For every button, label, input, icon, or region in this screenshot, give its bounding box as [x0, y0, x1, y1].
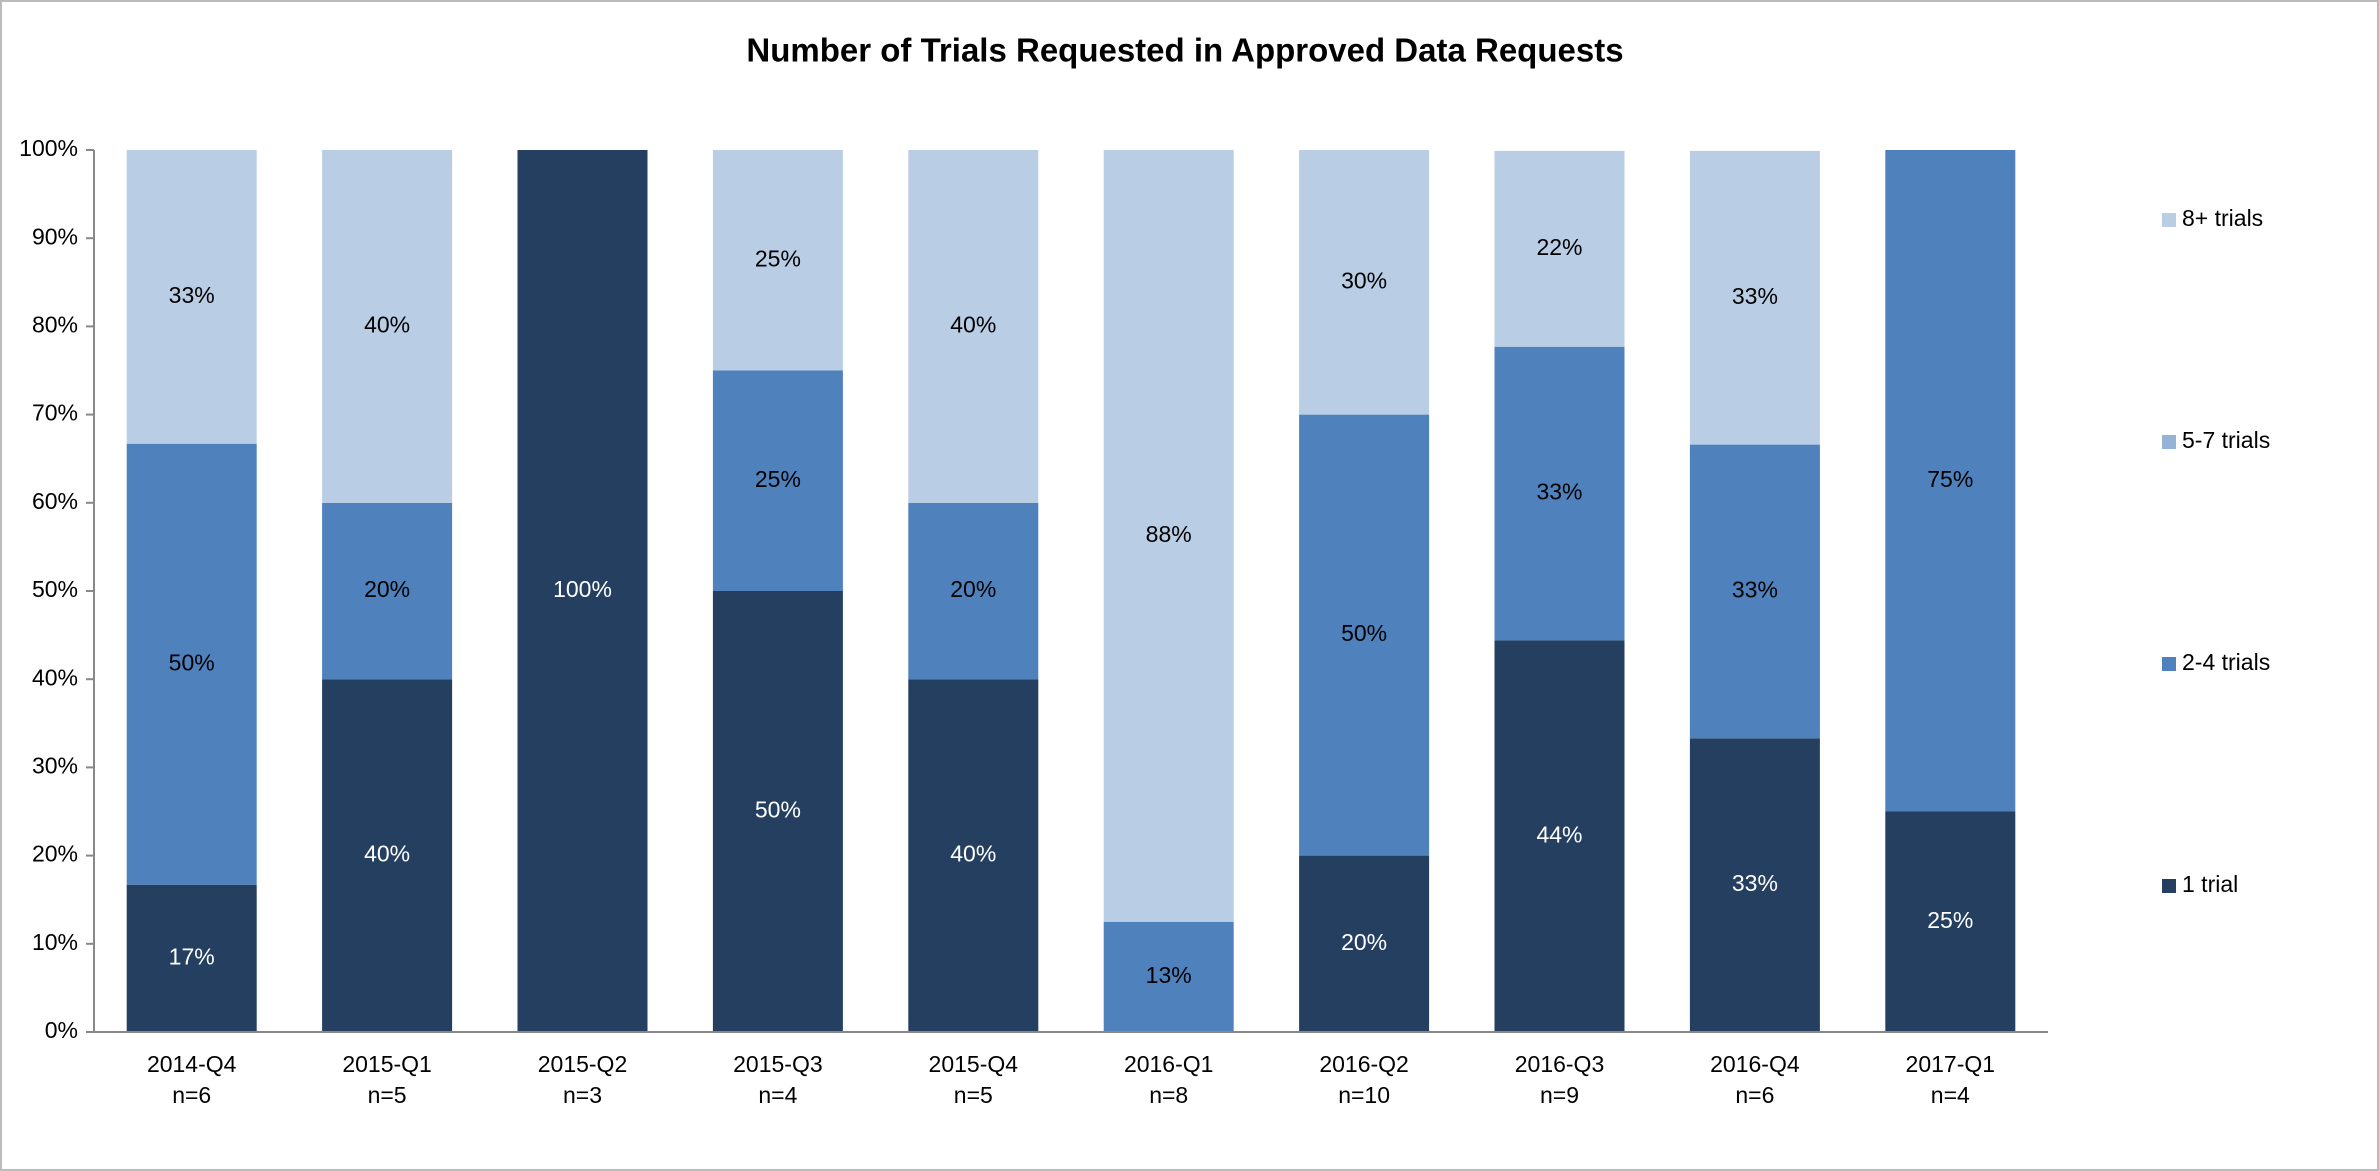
- x-tick-sublabel: n=5: [954, 1082, 993, 1108]
- data-label: 33%: [1732, 283, 1778, 309]
- y-tick-label: 90%: [32, 223, 78, 249]
- bar-segment: [322, 150, 453, 503]
- data-label: 50%: [755, 797, 801, 823]
- x-tick-sublabel: n=3: [563, 1082, 602, 1108]
- legend-label: 5-7 trials: [2182, 427, 2270, 453]
- bar-segment: [1494, 150, 1625, 347]
- bar-segment: [1689, 738, 1820, 1032]
- chart-title: Number of Trials Requested in Approved D…: [746, 32, 1623, 69]
- data-label: 44%: [1536, 821, 1582, 847]
- data-label: 22%: [1536, 234, 1582, 260]
- data-label: 50%: [1341, 620, 1387, 646]
- data-label: 88%: [1146, 521, 1192, 547]
- bar-segment: [1885, 150, 2016, 812]
- data-label: 25%: [1927, 907, 1973, 933]
- x-tick-sublabel: n=4: [1931, 1082, 1970, 1108]
- x-tick-sublabel: n=6: [1735, 1082, 1774, 1108]
- data-label: 75%: [1927, 466, 1973, 492]
- data-label: 50%: [169, 649, 215, 675]
- x-tick-label: 2015-Q2: [538, 1051, 628, 1077]
- bar-segment: [908, 679, 1039, 1032]
- x-tick-label: 2016-Q4: [1710, 1051, 1800, 1077]
- x-tick-label: 2015-Q3: [733, 1051, 823, 1077]
- data-label: 40%: [364, 311, 410, 337]
- bar-segment: [517, 150, 648, 1032]
- data-label: 20%: [1341, 929, 1387, 955]
- x-tick-label: 2016-Q3: [1515, 1051, 1605, 1077]
- data-label: 40%: [950, 311, 996, 337]
- bar-segment: [1885, 811, 2016, 1032]
- bar-segment: [712, 150, 843, 371]
- x-tick-label: 2014-Q4: [147, 1051, 237, 1077]
- bar-segment: [1689, 444, 1820, 739]
- y-tick-label: 0%: [45, 1017, 78, 1043]
- bar-segment: [322, 502, 453, 680]
- bar-segment: [712, 370, 843, 591]
- bar-segment: [126, 443, 257, 885]
- legend-label: 1 trial: [2182, 871, 2238, 897]
- x-tick-label: 2016-Q2: [1319, 1051, 1409, 1077]
- y-tick-label: 20%: [32, 841, 78, 867]
- data-label: 20%: [950, 576, 996, 602]
- data-label: 33%: [1732, 870, 1778, 896]
- data-label: 33%: [1732, 577, 1778, 603]
- y-tick-label: 80%: [32, 311, 78, 337]
- x-tick-label: 2015-Q1: [342, 1051, 432, 1077]
- x-tick-sublabel: n=6: [172, 1082, 211, 1108]
- bar-segment: [126, 884, 257, 1032]
- y-tick-label: 70%: [32, 400, 78, 426]
- y-tick-label: 10%: [32, 929, 78, 955]
- data-label: 13%: [1146, 962, 1192, 988]
- x-tick-sublabel: n=5: [368, 1082, 407, 1108]
- bar-segment: [1299, 414, 1430, 856]
- data-label: 33%: [169, 282, 215, 308]
- data-label: 100%: [553, 576, 612, 602]
- legend-label: 2-4 trials: [2182, 649, 2270, 675]
- data-label: 40%: [364, 841, 410, 867]
- bar-segment: [322, 679, 453, 1032]
- bar-segment: [908, 150, 1039, 503]
- legend-label: 8+ trials: [2182, 205, 2263, 231]
- legend-swatch: [2162, 879, 2176, 893]
- data-label: 20%: [364, 576, 410, 602]
- y-tick-label: 60%: [32, 488, 78, 514]
- y-tick-label: 50%: [32, 576, 78, 602]
- data-label: 33%: [1536, 479, 1582, 505]
- x-tick-sublabel: n=4: [758, 1082, 797, 1108]
- legend-swatch: [2162, 657, 2176, 671]
- legend-swatch: [2162, 213, 2176, 227]
- bar-segment: [1103, 150, 1234, 922]
- data-label: 25%: [755, 245, 801, 271]
- bar-segment: [1299, 150, 1430, 415]
- bar-segment: [126, 150, 257, 444]
- data-label: 17%: [169, 943, 215, 969]
- y-tick-label: 30%: [32, 752, 78, 778]
- legend-swatch: [2162, 435, 2176, 449]
- x-tick-label: 2015-Q4: [929, 1051, 1019, 1077]
- bar-segment: [1299, 855, 1430, 1032]
- x-tick-sublabel: n=8: [1149, 1082, 1188, 1108]
- bar-segment: [712, 591, 843, 1032]
- x-tick-sublabel: n=10: [1338, 1082, 1390, 1108]
- bar-segment: [1103, 921, 1234, 1032]
- data-label: 40%: [950, 841, 996, 867]
- data-label: 30%: [1341, 267, 1387, 293]
- data-label: 25%: [755, 466, 801, 492]
- x-tick-label: 2016-Q1: [1124, 1051, 1214, 1077]
- bar-segment: [908, 502, 1039, 680]
- bar-segment: [1494, 640, 1625, 1032]
- y-tick-label: 40%: [32, 664, 78, 690]
- x-tick-sublabel: n=9: [1540, 1082, 1579, 1108]
- x-tick-label: 2017-Q1: [1906, 1051, 1996, 1077]
- bar-segment: [1689, 150, 1820, 445]
- y-tick-label: 100%: [19, 135, 78, 161]
- bar-segment: [1494, 346, 1625, 641]
